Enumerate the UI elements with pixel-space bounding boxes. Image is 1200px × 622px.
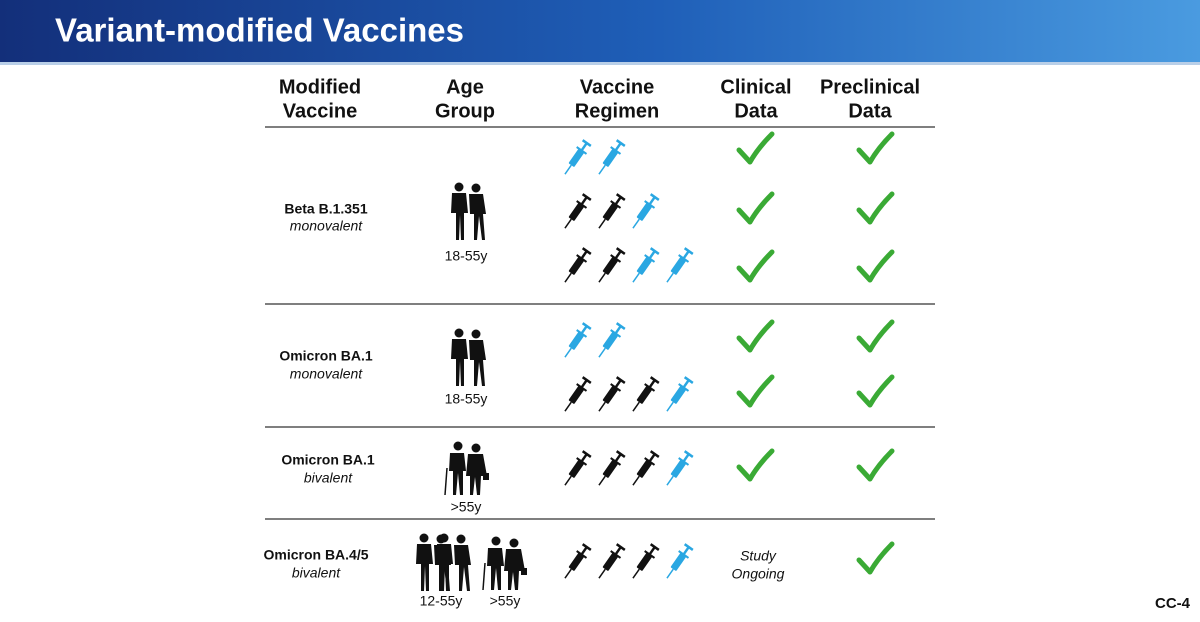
column-header: Data [734,100,778,122]
column-header: Vaccine [283,100,358,122]
dose-variant [626,246,661,287]
check [859,252,892,280]
check [859,134,892,162]
clinical-status: Ongoing [732,566,785,582]
check [859,322,892,350]
slide-id: CC-4 [1155,595,1191,612]
check [859,451,892,479]
check [739,451,772,479]
people-icon [482,535,528,591]
dose-original [626,449,661,490]
dose-original [558,449,593,490]
dose-original [558,192,593,233]
column-header: Modified [279,76,361,98]
dose-original [592,192,627,233]
column-header: Group [435,100,495,122]
valency: monovalent [290,218,363,234]
header-band [0,0,1200,62]
age-group: 18-55y [445,248,488,264]
dose-original [626,542,661,583]
check [739,134,772,162]
dose-original [558,542,593,583]
check [859,544,892,572]
dose-variant [592,138,627,179]
regimen [558,138,695,287]
age-group: >55y [490,593,521,609]
dose-original [558,246,593,287]
column-header: Regimen [575,100,659,122]
check [739,252,772,280]
people-icon [444,440,490,496]
dose-original [626,375,661,416]
dose-original [592,542,627,583]
clinical-status: Study [740,548,777,564]
column-headers: Modified Vaccine Age Group Vaccine Regim… [279,76,920,122]
people-icon [451,328,486,386]
dose-variant [626,192,661,233]
vaccine-name: Omicron BA.1 [279,348,373,364]
valency: monovalent [290,366,363,382]
check [859,377,892,405]
column-header: Data [848,100,892,122]
dose-variant [660,542,695,583]
column-header: Preclinical [820,76,920,98]
valency: bivalent [304,470,353,486]
column-header: Age [446,76,484,98]
check [739,322,772,350]
dose-variant [592,321,627,362]
dose-variant [660,246,695,287]
header-underline [0,62,1200,65]
dose-variant [660,375,695,416]
dose-variant [558,321,593,362]
slide-title: Variant-modified Vaccines [55,12,464,49]
check [739,377,772,405]
check [859,194,892,222]
valency: bivalent [292,565,341,581]
age-group: 18-55y [445,391,488,407]
regimen [558,542,695,583]
vaccine-name: Beta B.1.351 [284,201,367,217]
column-header: Vaccine [580,76,655,98]
check [739,194,772,222]
dose-original [592,449,627,490]
vaccine-name: Omicron BA.1 [281,452,375,468]
dose-variant [660,449,695,490]
dose-original [558,375,593,416]
dose-original [592,375,627,416]
age-group: >55y [451,499,482,515]
people-icon [451,182,486,240]
regimen [558,449,695,490]
dose-variant [558,138,593,179]
age-group: 12-55y [420,593,463,609]
vaccine-name: Omicron BA.4/5 [263,547,368,563]
dose-original [592,246,627,287]
column-header: Clinical [720,76,791,98]
regimen [558,321,695,416]
